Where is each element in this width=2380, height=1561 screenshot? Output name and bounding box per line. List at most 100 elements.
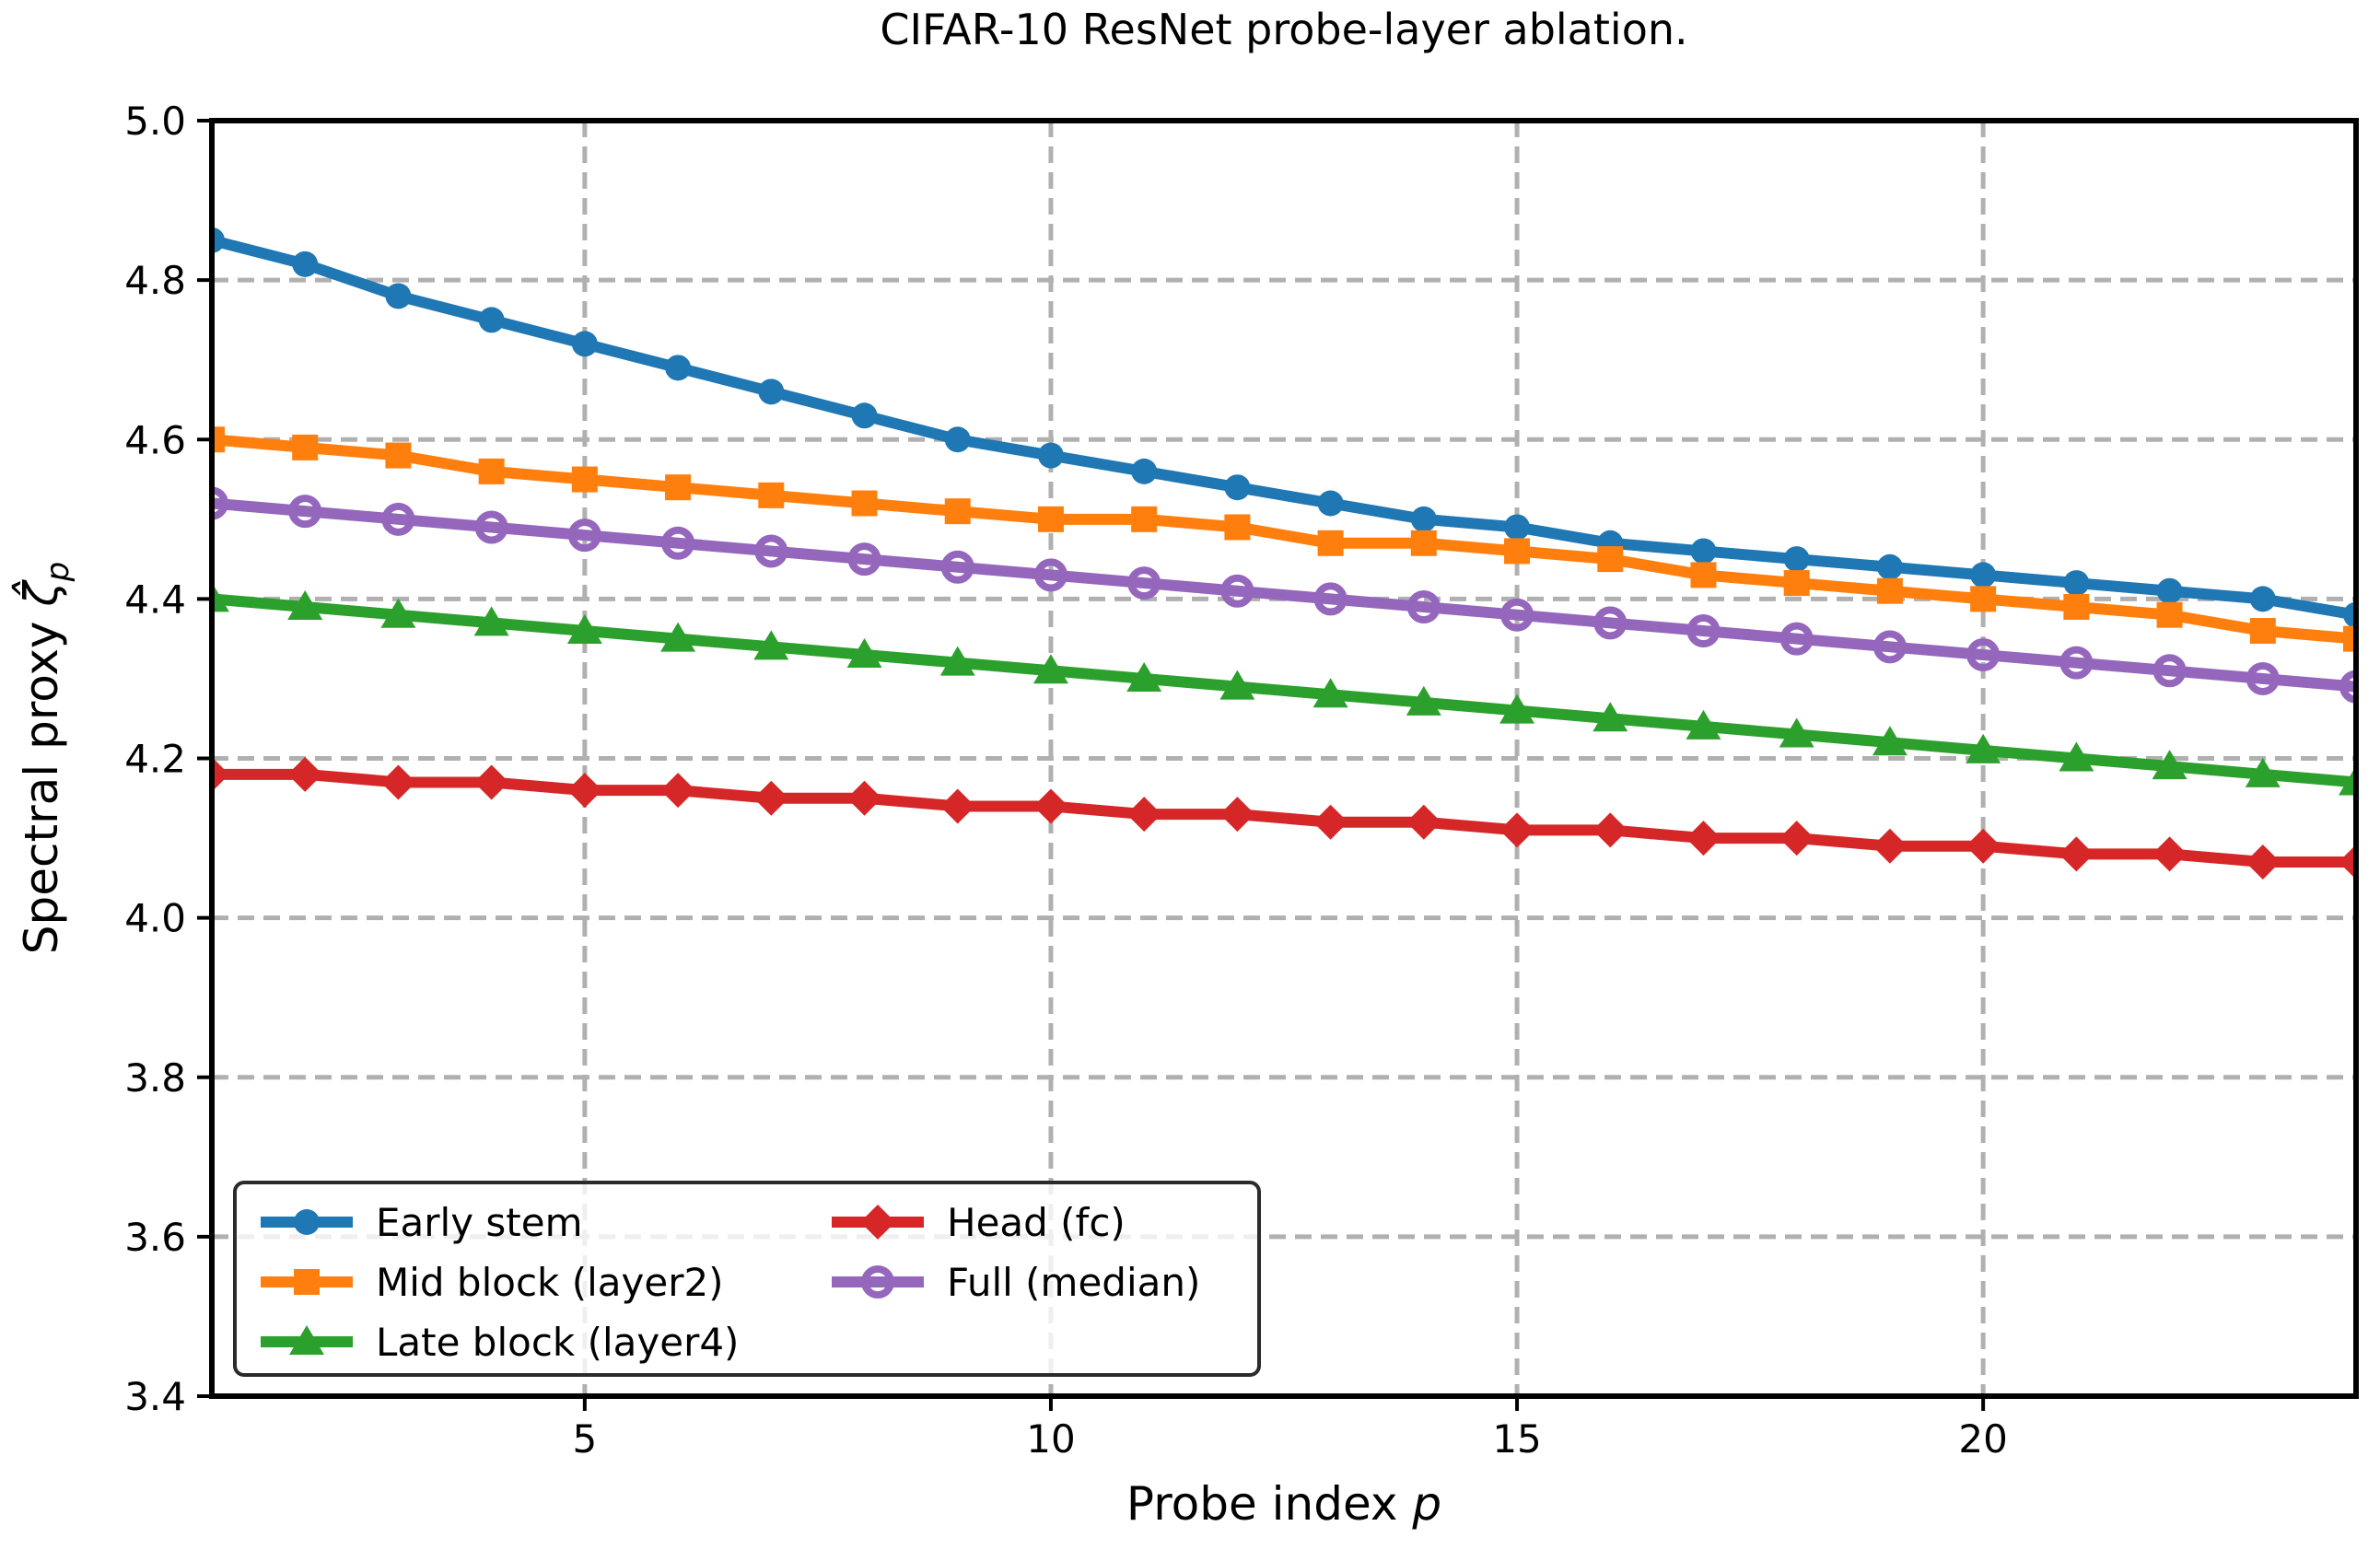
data-point-marker — [660, 773, 696, 809]
data-point-marker — [380, 764, 416, 800]
data-point-marker — [1033, 558, 1068, 592]
y-tick-label: 5.0 — [124, 99, 186, 144]
data-point-marker — [758, 482, 785, 508]
data-point-marker — [1126, 797, 1162, 833]
data-point-marker — [758, 379, 785, 405]
data-point-marker — [1037, 506, 1064, 532]
x-tick-label: 15 — [1492, 1416, 1541, 1462]
data-point-marker — [1872, 630, 1907, 664]
data-point-marker — [860, 1205, 895, 1240]
data-point-marker — [1783, 546, 1810, 573]
data-point-marker — [2156, 601, 2183, 628]
axes: 5 10 15 20 3.4 3.6 3.8 4.0 4.2 4.4 4.6 4.8 5.0 — [124, 99, 2359, 1462]
data-point-marker — [1313, 582, 1348, 616]
data-point-marker — [2152, 654, 2187, 688]
data-point-marker — [1686, 709, 1721, 740]
data-point-marker — [1219, 797, 1255, 833]
data-point-marker — [1032, 788, 1068, 824]
data-point-marker — [212, 227, 225, 253]
data-point-marker — [2343, 625, 2356, 652]
data-point-marker — [2059, 741, 2094, 772]
data-point-marker — [1219, 670, 1255, 700]
data-point-marker — [1406, 804, 1441, 840]
data-point-marker — [1783, 570, 1810, 597]
data-point-marker — [1597, 546, 1624, 573]
data-point-marker — [478, 307, 505, 333]
data-point-marker — [1504, 514, 1531, 541]
y-tick-label: 4.4 — [124, 577, 186, 622]
series-head-fc — [212, 756, 2356, 880]
data-point-marker — [1970, 562, 1997, 588]
data-point-marker — [1131, 506, 1158, 532]
data-point-marker — [1690, 538, 1717, 565]
data-point-marker — [1686, 614, 1721, 647]
data-point-marker — [846, 780, 882, 816]
series-full-median — [212, 486, 2356, 704]
data-point-marker — [294, 1269, 320, 1295]
legend-label: Mid block (layer2) — [376, 1260, 724, 1305]
legend-label: Early stem — [376, 1200, 583, 1245]
data-point-marker — [1037, 442, 1064, 469]
data-point-marker — [2245, 845, 2281, 880]
data-point-marker — [1779, 717, 1814, 748]
legend-item-full-median: Full (median) — [832, 1260, 1200, 1305]
data-point-marker — [212, 756, 229, 792]
legend-item-late-block-layer4: Late block (layer4) — [261, 1320, 739, 1365]
data-point-marker — [846, 637, 882, 668]
data-point-marker — [1872, 828, 1908, 864]
data-point-marker — [1499, 812, 1535, 848]
data-point-marker — [940, 550, 974, 584]
y-axis-label: Spectral proxy ζ̂p — [12, 562, 76, 954]
data-point-marker — [1131, 458, 1158, 484]
data-point-marker — [566, 773, 602, 809]
legend: Early stem Mid block (layer2) Late block (… — [233, 1181, 1261, 1377]
data-point-marker — [1410, 506, 1437, 532]
data-point-marker — [754, 534, 788, 568]
y-tick-label: 3.4 — [124, 1374, 186, 1419]
data-point-marker — [1876, 577, 1903, 604]
data-point-marker — [1592, 702, 1628, 732]
data-point-marker — [2152, 836, 2188, 872]
data-point-marker — [1220, 574, 1254, 608]
legend-item-early-stem: Early stem — [261, 1200, 583, 1245]
data-point-marker — [944, 498, 971, 525]
y-tick-label: 4.2 — [124, 737, 186, 782]
data-point-marker — [212, 426, 225, 453]
data-point-marker — [1406, 685, 1441, 716]
data-point-marker — [2156, 577, 2183, 604]
data-point-marker — [288, 495, 322, 529]
data-point-marker — [1686, 821, 1721, 856]
data-point-marker — [2063, 570, 2090, 597]
data-point-marker — [473, 606, 509, 636]
data-point-marker — [939, 788, 975, 824]
data-point-marker — [1690, 562, 1717, 588]
data-point-marker — [1504, 538, 1531, 565]
data-point-marker — [567, 518, 601, 553]
data-point-marker — [1966, 828, 2001, 864]
data-point-marker — [292, 434, 319, 460]
data-point-marker — [474, 510, 508, 544]
data-point-marker — [2339, 765, 2356, 796]
data-point-marker — [2249, 618, 2276, 644]
data-point-marker — [851, 490, 878, 517]
data-point-marker — [1312, 678, 1348, 708]
data-point-marker — [1966, 733, 2001, 763]
data-point-marker — [2343, 601, 2356, 628]
data-point-marker — [2246, 661, 2280, 695]
data-point-marker — [1592, 812, 1628, 848]
legend-box — [233, 1181, 1261, 1377]
data-point-marker — [1406, 590, 1441, 624]
data-point-marker — [2152, 750, 2188, 780]
x-tick-label: 5 — [573, 1416, 598, 1462]
x-tick-label: 10 — [1026, 1416, 1075, 1462]
data-point-marker — [847, 542, 881, 577]
data-point-marker — [665, 355, 692, 381]
legend-label: Full (median) — [947, 1260, 1200, 1305]
data-point-marker — [2339, 670, 2356, 704]
data-point-marker — [478, 458, 505, 484]
data-point-marker — [851, 402, 878, 429]
legend-label: Head (fc) — [947, 1200, 1126, 1245]
data-point-marker — [1876, 553, 1903, 580]
